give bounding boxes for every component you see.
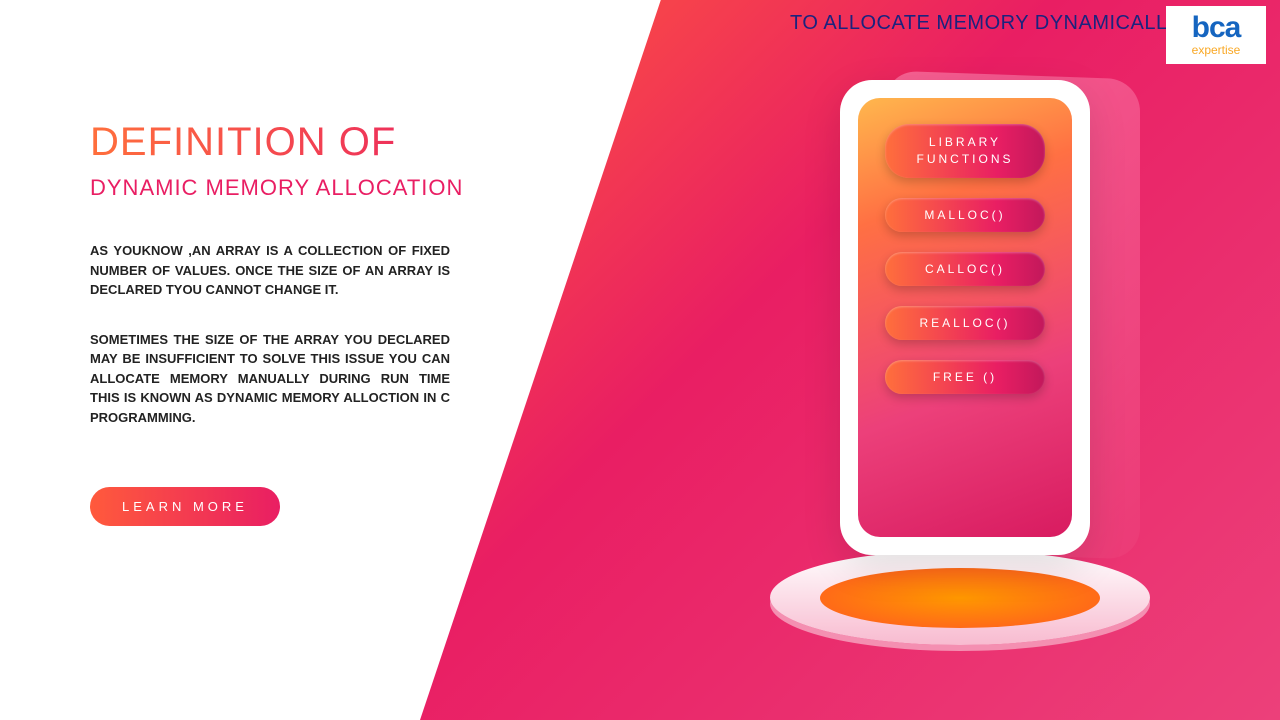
logo-sub-text: expertise [1192, 43, 1241, 57]
header-tagline: TO ALLOCATE MEMORY DYNAMICALLY [790, 12, 1180, 35]
main-content: DEFINITION OF DYNAMIC MEMORY ALLOCATION … [90, 120, 490, 526]
phone-header-label: LIBRARYFUNCTIONS [917, 135, 1014, 166]
paragraph-1: AS YOUKNOW ,AN ARRAY IS A COLLECTION OF … [90, 241, 450, 300]
phone-mockup: LIBRARYFUNCTIONS MALLOC() CALLOC() REALL… [840, 80, 1090, 555]
title-primary: DEFINITION OF [90, 120, 490, 165]
paragraph-2: SOMETIMES THE SIZE OF THE ARRAY YOU DECL… [90, 330, 450, 428]
phone-header-pill: LIBRARYFUNCTIONS [885, 124, 1045, 178]
function-pill: CALLOC() [885, 252, 1045, 286]
phone-screen: LIBRARYFUNCTIONS MALLOC() CALLOC() REALL… [858, 98, 1072, 537]
function-pill: MALLOC() [885, 198, 1045, 232]
function-pill: FREE () [885, 360, 1045, 394]
function-pill: REALLOC() [885, 306, 1045, 340]
logo: bca expertise [1166, 6, 1266, 64]
pedestal [770, 550, 1150, 680]
title-secondary: DYNAMIC MEMORY ALLOCATION [90, 175, 490, 201]
learn-more-button[interactable]: LEARN MORE [90, 487, 280, 526]
logo-main-text: bca [1192, 13, 1241, 43]
pedestal-inner [820, 568, 1100, 628]
